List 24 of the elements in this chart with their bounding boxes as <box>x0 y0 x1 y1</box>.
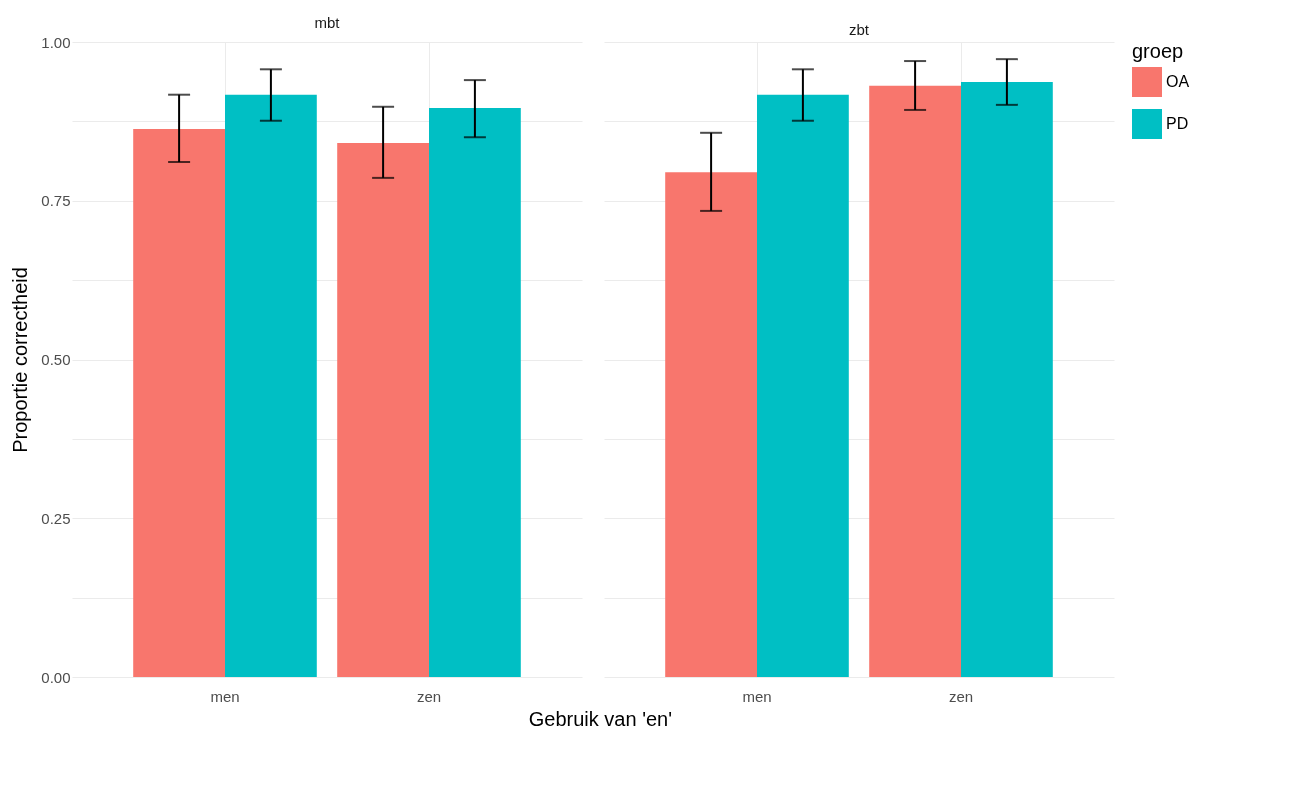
x-axis-title: Gebruik van 'en' <box>528 708 673 730</box>
bar <box>225 94 317 677</box>
x-tick-label: men <box>210 687 240 705</box>
legend-label: PD <box>1166 115 1189 132</box>
bar <box>337 142 429 677</box>
x-tick-label: zen <box>416 687 442 705</box>
x-tick-label: zen <box>948 687 974 705</box>
bar <box>133 129 225 677</box>
y-tick-label: 1.00 <box>41 33 71 51</box>
bar <box>869 85 961 677</box>
y-tick-label: 0.25 <box>41 509 71 527</box>
y-tick-label: 0.50 <box>41 351 71 368</box>
bar <box>961 82 1053 677</box>
bar <box>665 172 757 677</box>
chart-title: zbt <box>848 21 870 38</box>
bar <box>429 108 521 677</box>
y-axis-title: Proportie correctheid <box>9 267 32 453</box>
legend-label: OA <box>1166 73 1190 90</box>
y-tick-label: 0.75 <box>41 192 71 210</box>
bar <box>757 94 849 677</box>
legend-title: groep <box>1132 40 1184 62</box>
chart-title: mbt <box>314 14 341 31</box>
x-tick-label: men <box>742 687 772 705</box>
y-tick-label: 0.00 <box>41 668 71 686</box>
